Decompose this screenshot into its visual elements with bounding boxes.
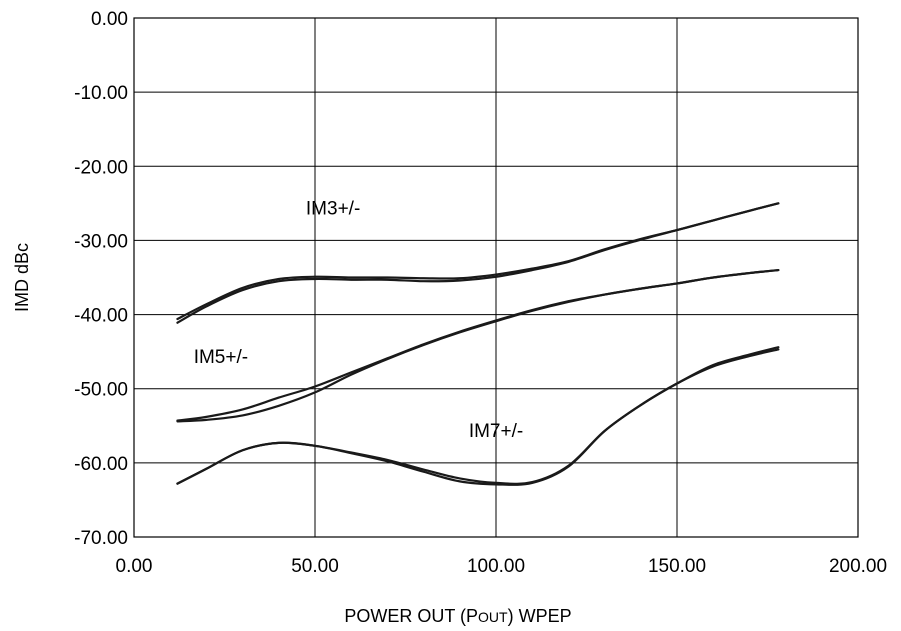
annotations: IM3+/- IM5+/- IM7+/- [194, 198, 523, 441]
x-tick-label: 150.00 [648, 556, 706, 577]
x-axis-title-part: ) WPEP [508, 606, 572, 626]
y-tick-label: -50.00 [74, 380, 128, 401]
y-tick-label: -30.00 [74, 231, 128, 252]
y-tick-label: -10.00 [74, 83, 128, 104]
x-tick-label: 200.00 [829, 556, 887, 577]
series-line-5 [176, 348, 780, 485]
x-axis-title-part: POWER OUT (P [344, 606, 478, 626]
x-tick-label: 50.00 [291, 556, 339, 577]
x-tick-label: 0.00 [116, 556, 153, 577]
x-axis-title-subscript: OUT [478, 609, 508, 625]
series-group [176, 202, 780, 486]
series-line-6 [176, 346, 780, 486]
series-line-1 [176, 202, 780, 321]
y-tick-label: 0.00 [91, 9, 128, 30]
x-tick-labels: 0.00 50.00 100.00 150.00 200.00 [116, 556, 888, 577]
y-tick-labels: 0.00 -10.00 -20.00 -30.00 -40.00 -50.00 -60.00… [74, 9, 128, 549]
y-tick-label: -40.00 [74, 306, 128, 327]
series-line-4 [176, 268, 780, 423]
y-tick-label: -20.00 [74, 157, 128, 178]
x-tick-label: 100.00 [467, 556, 525, 577]
series-line-2 [176, 202, 780, 324]
x-axis-title: POWER OUT (POUT) WPEP [344, 606, 571, 626]
grid-lines [133, 17, 859, 538]
series-line-3 [176, 268, 780, 422]
y-axis-title: IMD dBc [12, 243, 32, 312]
y-tick-label: -70.00 [74, 528, 128, 549]
series-annotation: IM3+/- [306, 198, 360, 219]
series-annotation: IM5+/- [194, 347, 248, 368]
y-tick-label: -60.00 [74, 454, 128, 475]
series-annotation: IM7+/- [469, 421, 523, 442]
